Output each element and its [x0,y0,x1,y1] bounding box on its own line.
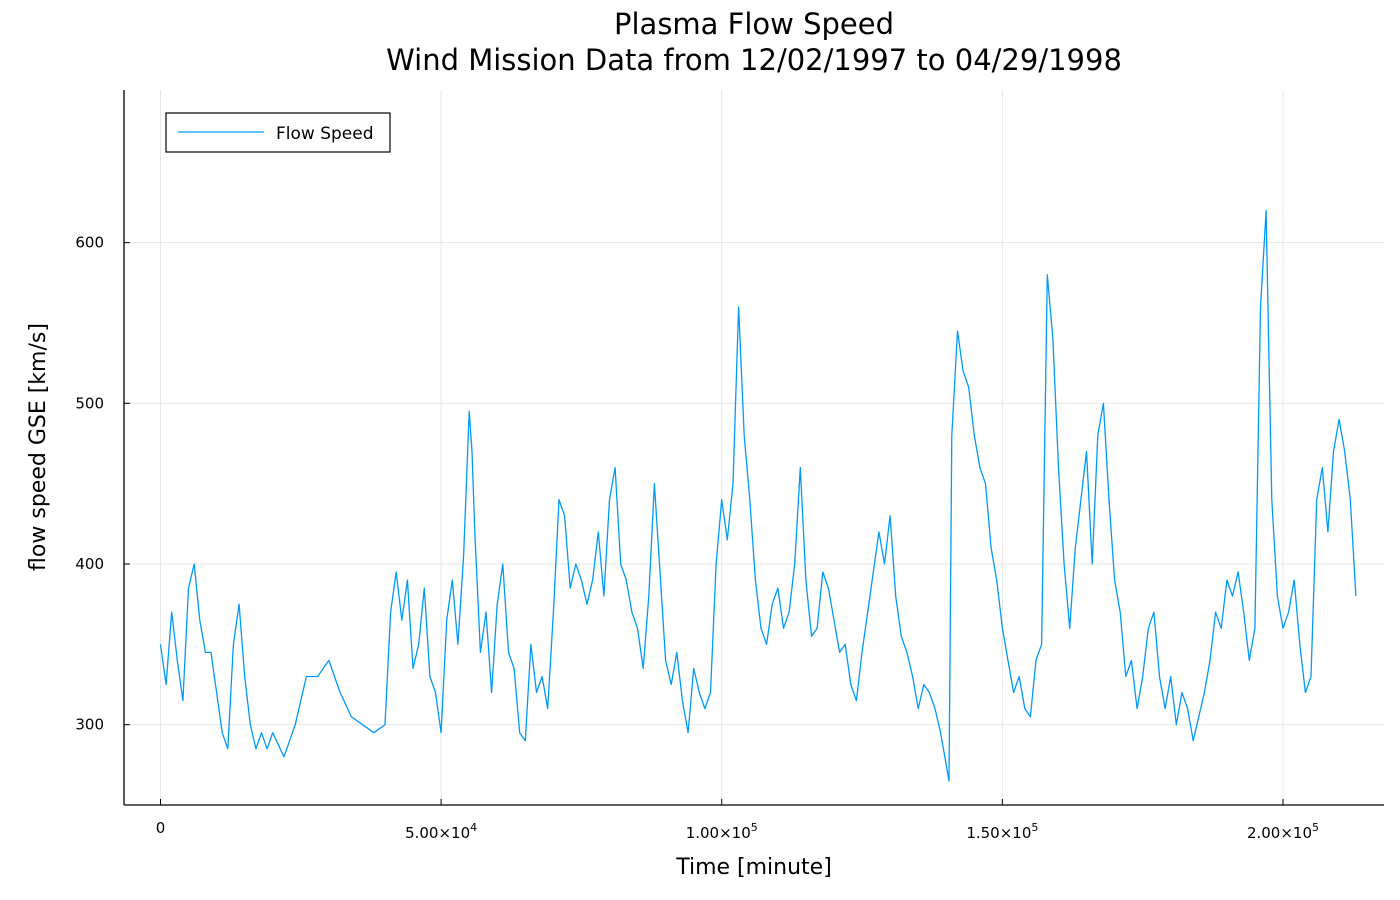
legend: Flow Speed [165,112,391,153]
x-tick-label: 2.00×105 [1247,821,1319,842]
y-axis-label: flow speed GSE [km/s] [26,323,51,571]
x-tick-label: 1.00×105 [686,821,758,842]
chart-subtitle: Wind Mission Data from 12/02/1997 to 04/… [386,43,1122,77]
series-line-flow-speed [159,209,1357,782]
y-tick-label: 300 [75,716,104,734]
legend-label-flow-speed: Flow Speed [276,124,374,144]
x-tick-label: 5.00×104 [405,821,477,842]
x-tick-label-exponent: 4 [470,821,477,834]
y-tick-label: 600 [75,234,104,252]
x-tick-label-base: 1.50×10 [966,824,1031,842]
x-tick-label-exponent: 5 [1312,821,1319,834]
x-tick-label: 0 [156,819,166,837]
x-tick-label-base: 5.00×10 [405,824,470,842]
y-tick-label: 400 [75,555,104,573]
x-tick-label-exponent: 5 [1031,821,1038,834]
series-lines [159,209,1357,782]
x-tick-label-base: 2.00×10 [1247,824,1312,842]
y-tick-label: 500 [75,394,104,412]
chart-title: Plasma Flow Speed [614,7,894,41]
x-axis-label: Time [minute] [675,855,832,880]
x-tick-label: 1.50×105 [966,821,1038,842]
x-tick-label-base: 1.00×10 [686,824,751,842]
x-tick-label-exponent: 5 [751,821,758,834]
